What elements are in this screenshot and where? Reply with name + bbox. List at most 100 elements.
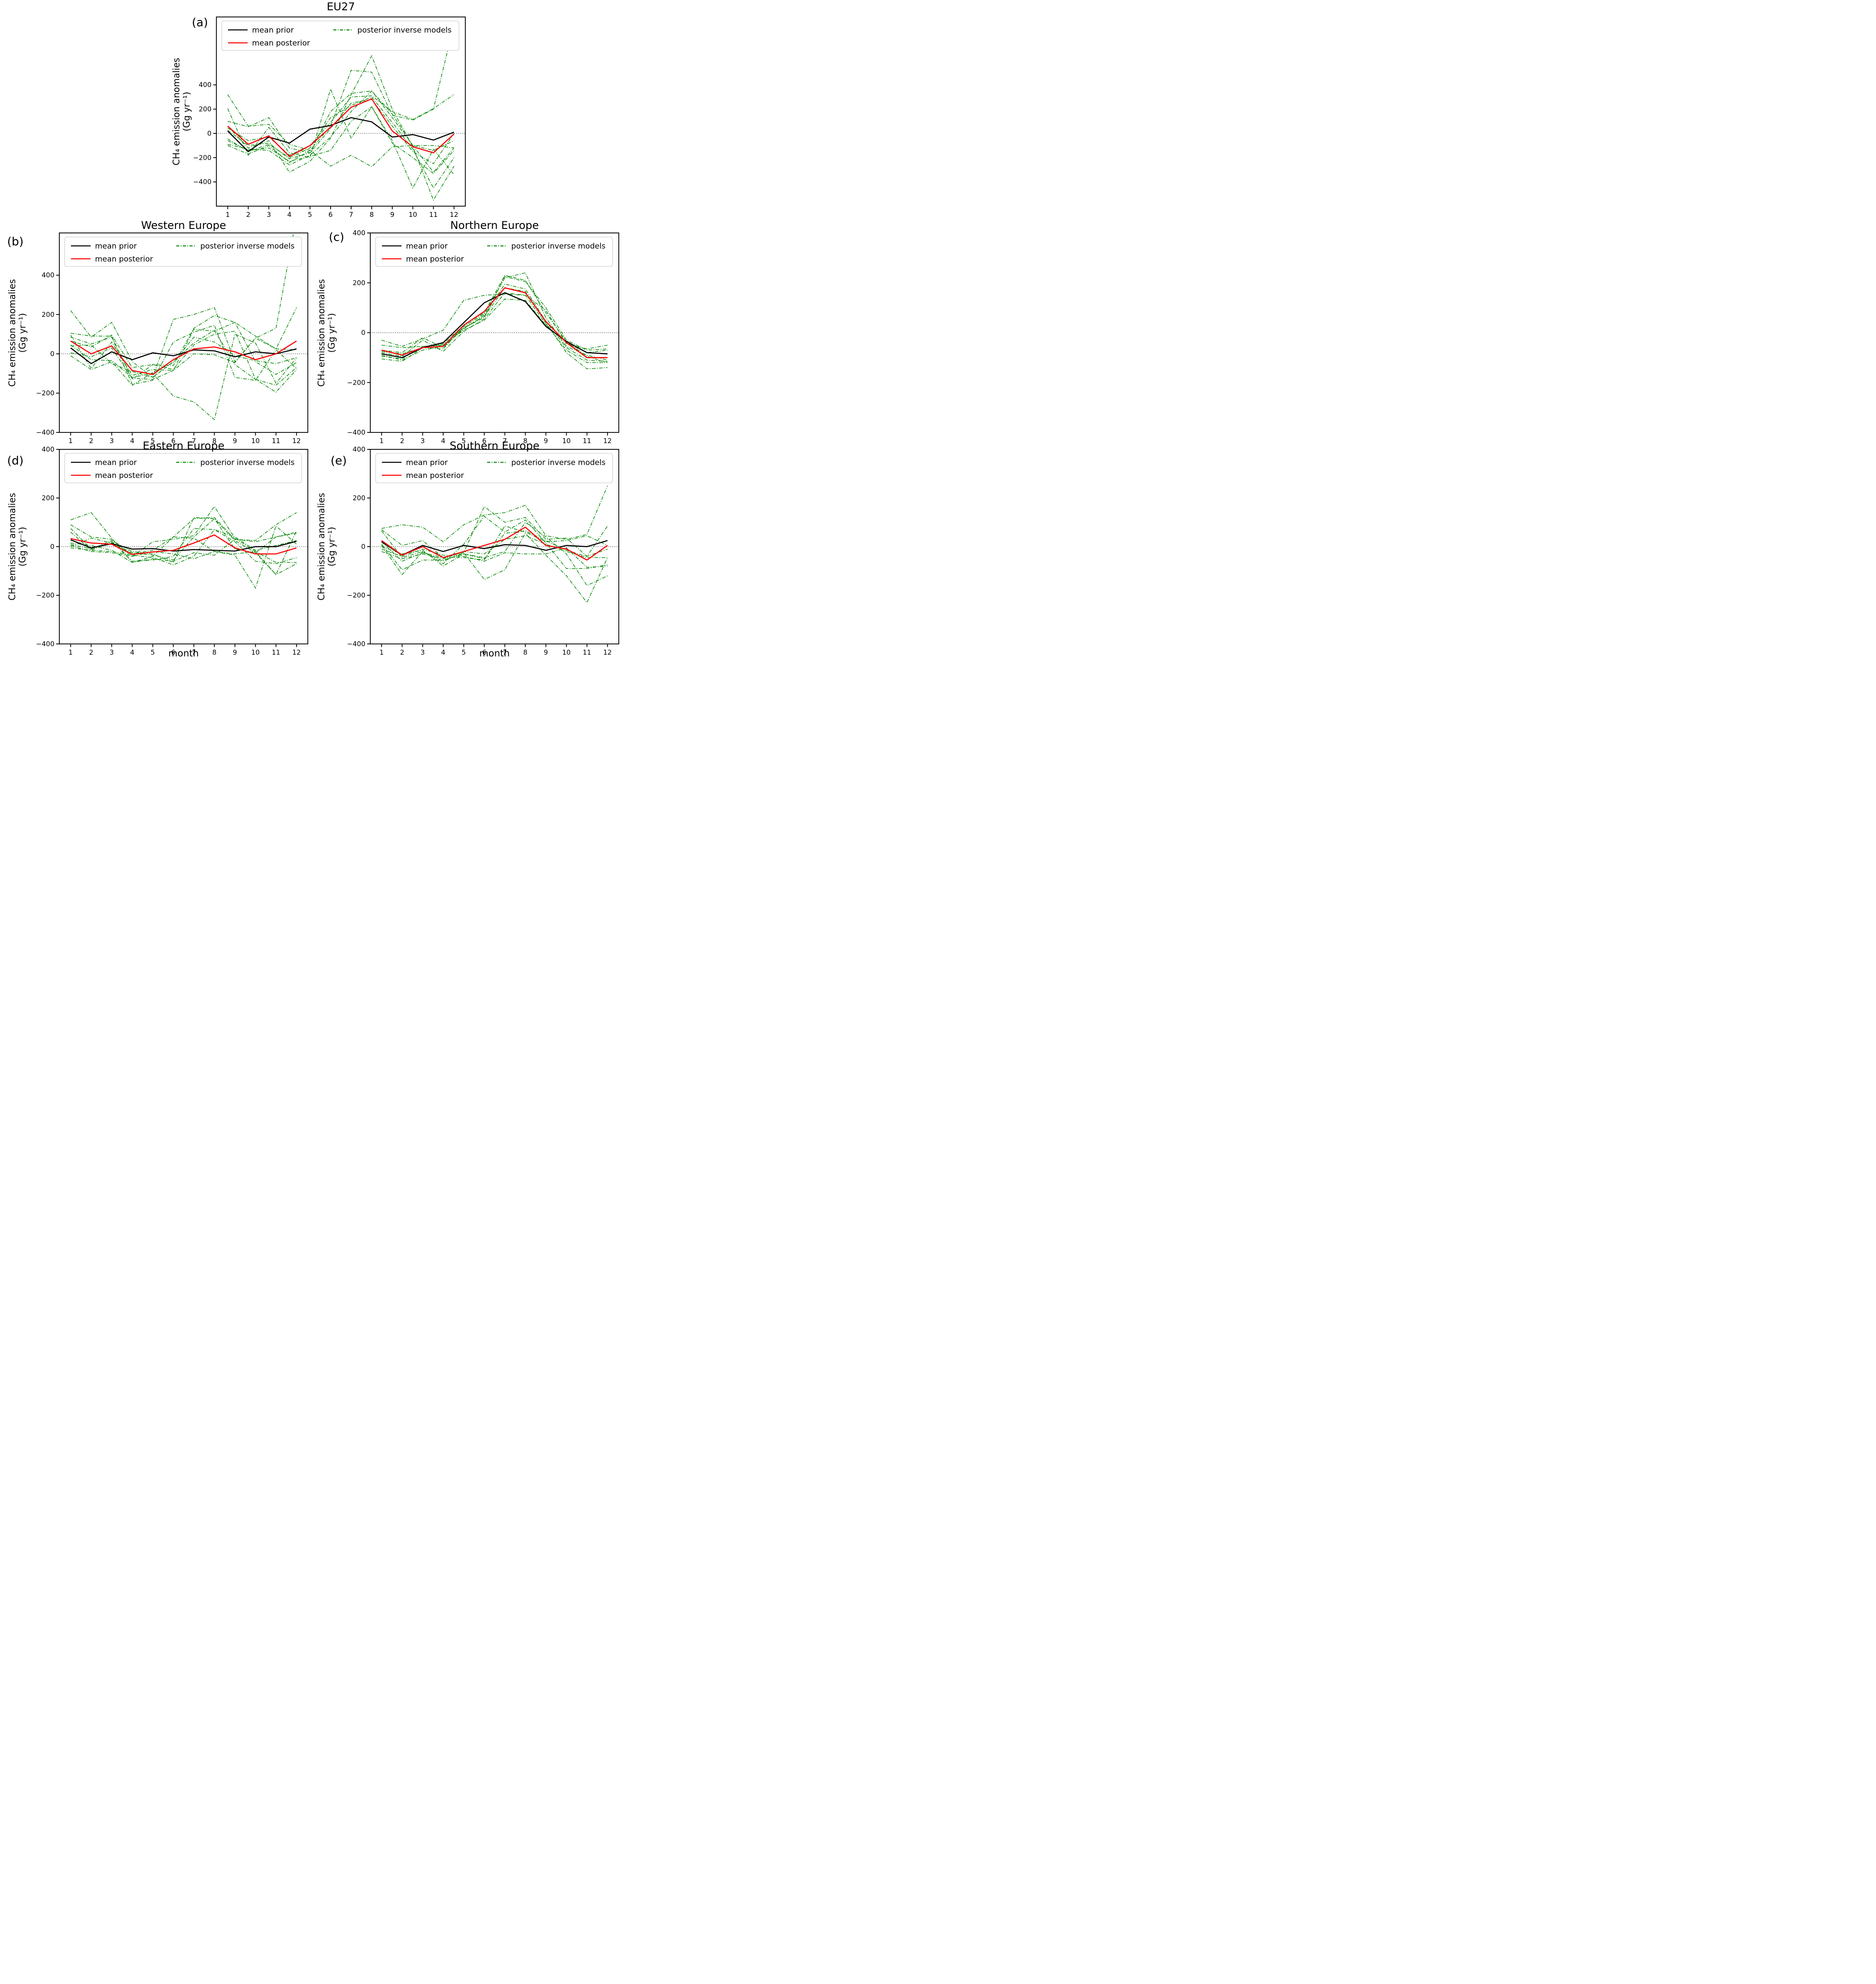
legend: mean prior mean posterior posterior invers… [221, 21, 460, 51]
legend: mean prior mean posterior posterior invers… [64, 453, 302, 483]
x-tick-label: 10 [409, 211, 417, 219]
posterior-inverse-model-line [381, 547, 608, 568]
mean-posterior-line [227, 98, 455, 158]
posterior-inverse-model-line [70, 525, 297, 589]
posterior-inverse-model-line [381, 506, 608, 558]
legend: mean prior mean posterior posterior invers… [375, 453, 613, 483]
legend-mean-posterior-label: mean posterior [95, 471, 153, 480]
legend-posterior-models-label: posterior inverse models [511, 458, 605, 467]
posterior-inverse-model-line [70, 512, 297, 563]
y-tick-label: −200 [36, 389, 54, 397]
posterior-inverse-model-line [381, 287, 608, 369]
x-tick-label: 3 [110, 437, 114, 444]
x-tick-label: 12 [603, 437, 612, 444]
x-tick-label: 9 [544, 437, 548, 444]
x-tick-label: 11 [583, 648, 591, 656]
posterior-inverse-model-line [381, 522, 608, 586]
x-tick-label: 7 [192, 648, 196, 656]
x-tick-label: 11 [272, 437, 280, 444]
panel-b-western-europe: −400 −200 0 200 400 1 2 3 4 5 6 7 8 9 10 11 12 mean prior… [0, 220, 315, 444]
posterior-inverse-model-line [70, 529, 297, 565]
posterior-inverse-model-line [70, 536, 297, 563]
posterior-inverse-model-line [227, 24, 455, 151]
x-tick-label: 6 [171, 648, 176, 656]
panel-e-title: Southern Europe [449, 440, 540, 452]
panel-a-label: (a) [192, 16, 208, 29]
x-tick-label: 3 [421, 648, 425, 656]
posterior-inverse-model-line [70, 531, 297, 563]
posterior-inverse-model-line [381, 532, 608, 603]
panel-e-label: (e) [331, 454, 347, 468]
posterior-inverse-model-line [70, 337, 297, 380]
panel-c-ylabel: CH₄ emission anomalies (Gg yr⁻¹) [316, 279, 337, 387]
x-tick-label: 8 [212, 648, 217, 656]
panel-c-title: Northern Europe [450, 219, 539, 232]
panel-e-xlabel: month [479, 648, 510, 659]
legend: mean prior mean posterior posterior invers… [64, 237, 302, 267]
y-tick-label: 400 [352, 229, 365, 237]
panel-b-ylabel: CH₄ emission anomalies (Gg yr⁻¹) [7, 279, 28, 387]
legend-mean-posterior-label: mean posterior [406, 255, 464, 264]
x-tick-label: 6 [482, 437, 487, 444]
mean-posterior-line [381, 287, 608, 358]
x-tick-label: 6 [328, 211, 333, 219]
y-tick-label: −200 [193, 154, 211, 162]
legend-mean-posterior-label: mean posterior [95, 255, 153, 264]
posterior-inverse-model-line [381, 530, 608, 567]
y-tick-label: 400 [41, 271, 54, 279]
x-tick-label: 4 [441, 648, 446, 656]
x-tick-label: 2 [246, 211, 251, 219]
panel-e-ylabel: CH₄ emission anomalies (Gg yr⁻¹) [316, 493, 337, 601]
x-tick-label: 11 [429, 211, 438, 219]
x-tick-label: 9 [544, 648, 548, 656]
x-tick-label: 2 [400, 648, 405, 656]
y-tick-label: −400 [193, 178, 211, 186]
posterior-inverse-model-line [381, 292, 608, 363]
x-tick-label: 9 [390, 211, 395, 219]
posterior-inverse-model-line [70, 517, 297, 563]
posterior-inverse-model-line [381, 525, 608, 562]
mean-prior-line [70, 347, 297, 365]
legend-mean-posterior-label: mean posterior [406, 471, 464, 480]
x-tick-label: 6 [171, 437, 176, 444]
x-tick-label: 4 [130, 648, 135, 656]
posterior-inverse-model-line [70, 331, 297, 386]
y-tick-label: 200 [199, 105, 211, 113]
y-tick-label: −200 [36, 591, 54, 599]
y-tick-label: 0 [50, 350, 54, 358]
y-tick-label: −400 [36, 640, 54, 648]
x-tick-label: 3 [421, 437, 425, 444]
x-tick-label: 2 [89, 437, 94, 444]
mean-posterior-line [70, 340, 297, 375]
posterior-inverse-model-line [381, 515, 608, 569]
mean-posterior-line [70, 534, 297, 555]
y-tick-label: 0 [50, 543, 54, 551]
x-tick-label: 7 [192, 437, 196, 444]
x-tick-label: 7 [503, 437, 507, 444]
x-tick-label: 9 [233, 437, 237, 444]
x-tick-label: 1 [380, 648, 384, 656]
x-tick-label: 12 [292, 648, 301, 656]
x-tick-label: 8 [523, 648, 528, 656]
panel-a-eu27: −400 −200 0 200 400 1 2 3 4 5 6 7 8 9 10 11 12 mean prior… [161, 0, 473, 222]
posterior-inverse-model-line [70, 329, 297, 393]
series-group [70, 506, 297, 589]
x-tick-label: 7 [349, 211, 353, 219]
y-tick-label: 200 [352, 279, 365, 287]
x-tick-label: 10 [251, 437, 260, 444]
x-tick-label: 4 [441, 437, 446, 444]
legend-mean-prior-label: mean prior [406, 458, 448, 467]
posterior-inverse-model-line [381, 535, 608, 560]
x-tick-label: 2 [400, 437, 405, 444]
x-tick-label: 3 [267, 211, 271, 219]
posterior-inverse-model-line [227, 94, 455, 156]
panel-d-xlabel: month [168, 648, 199, 659]
posterior-inverse-model-line [227, 55, 455, 201]
panel-d-eastern-europe: −400 −200 0 200 400 1 2 3 4 5 6 7 8 9 10 11 12 mean prior… [0, 440, 315, 661]
series-group [381, 272, 608, 369]
